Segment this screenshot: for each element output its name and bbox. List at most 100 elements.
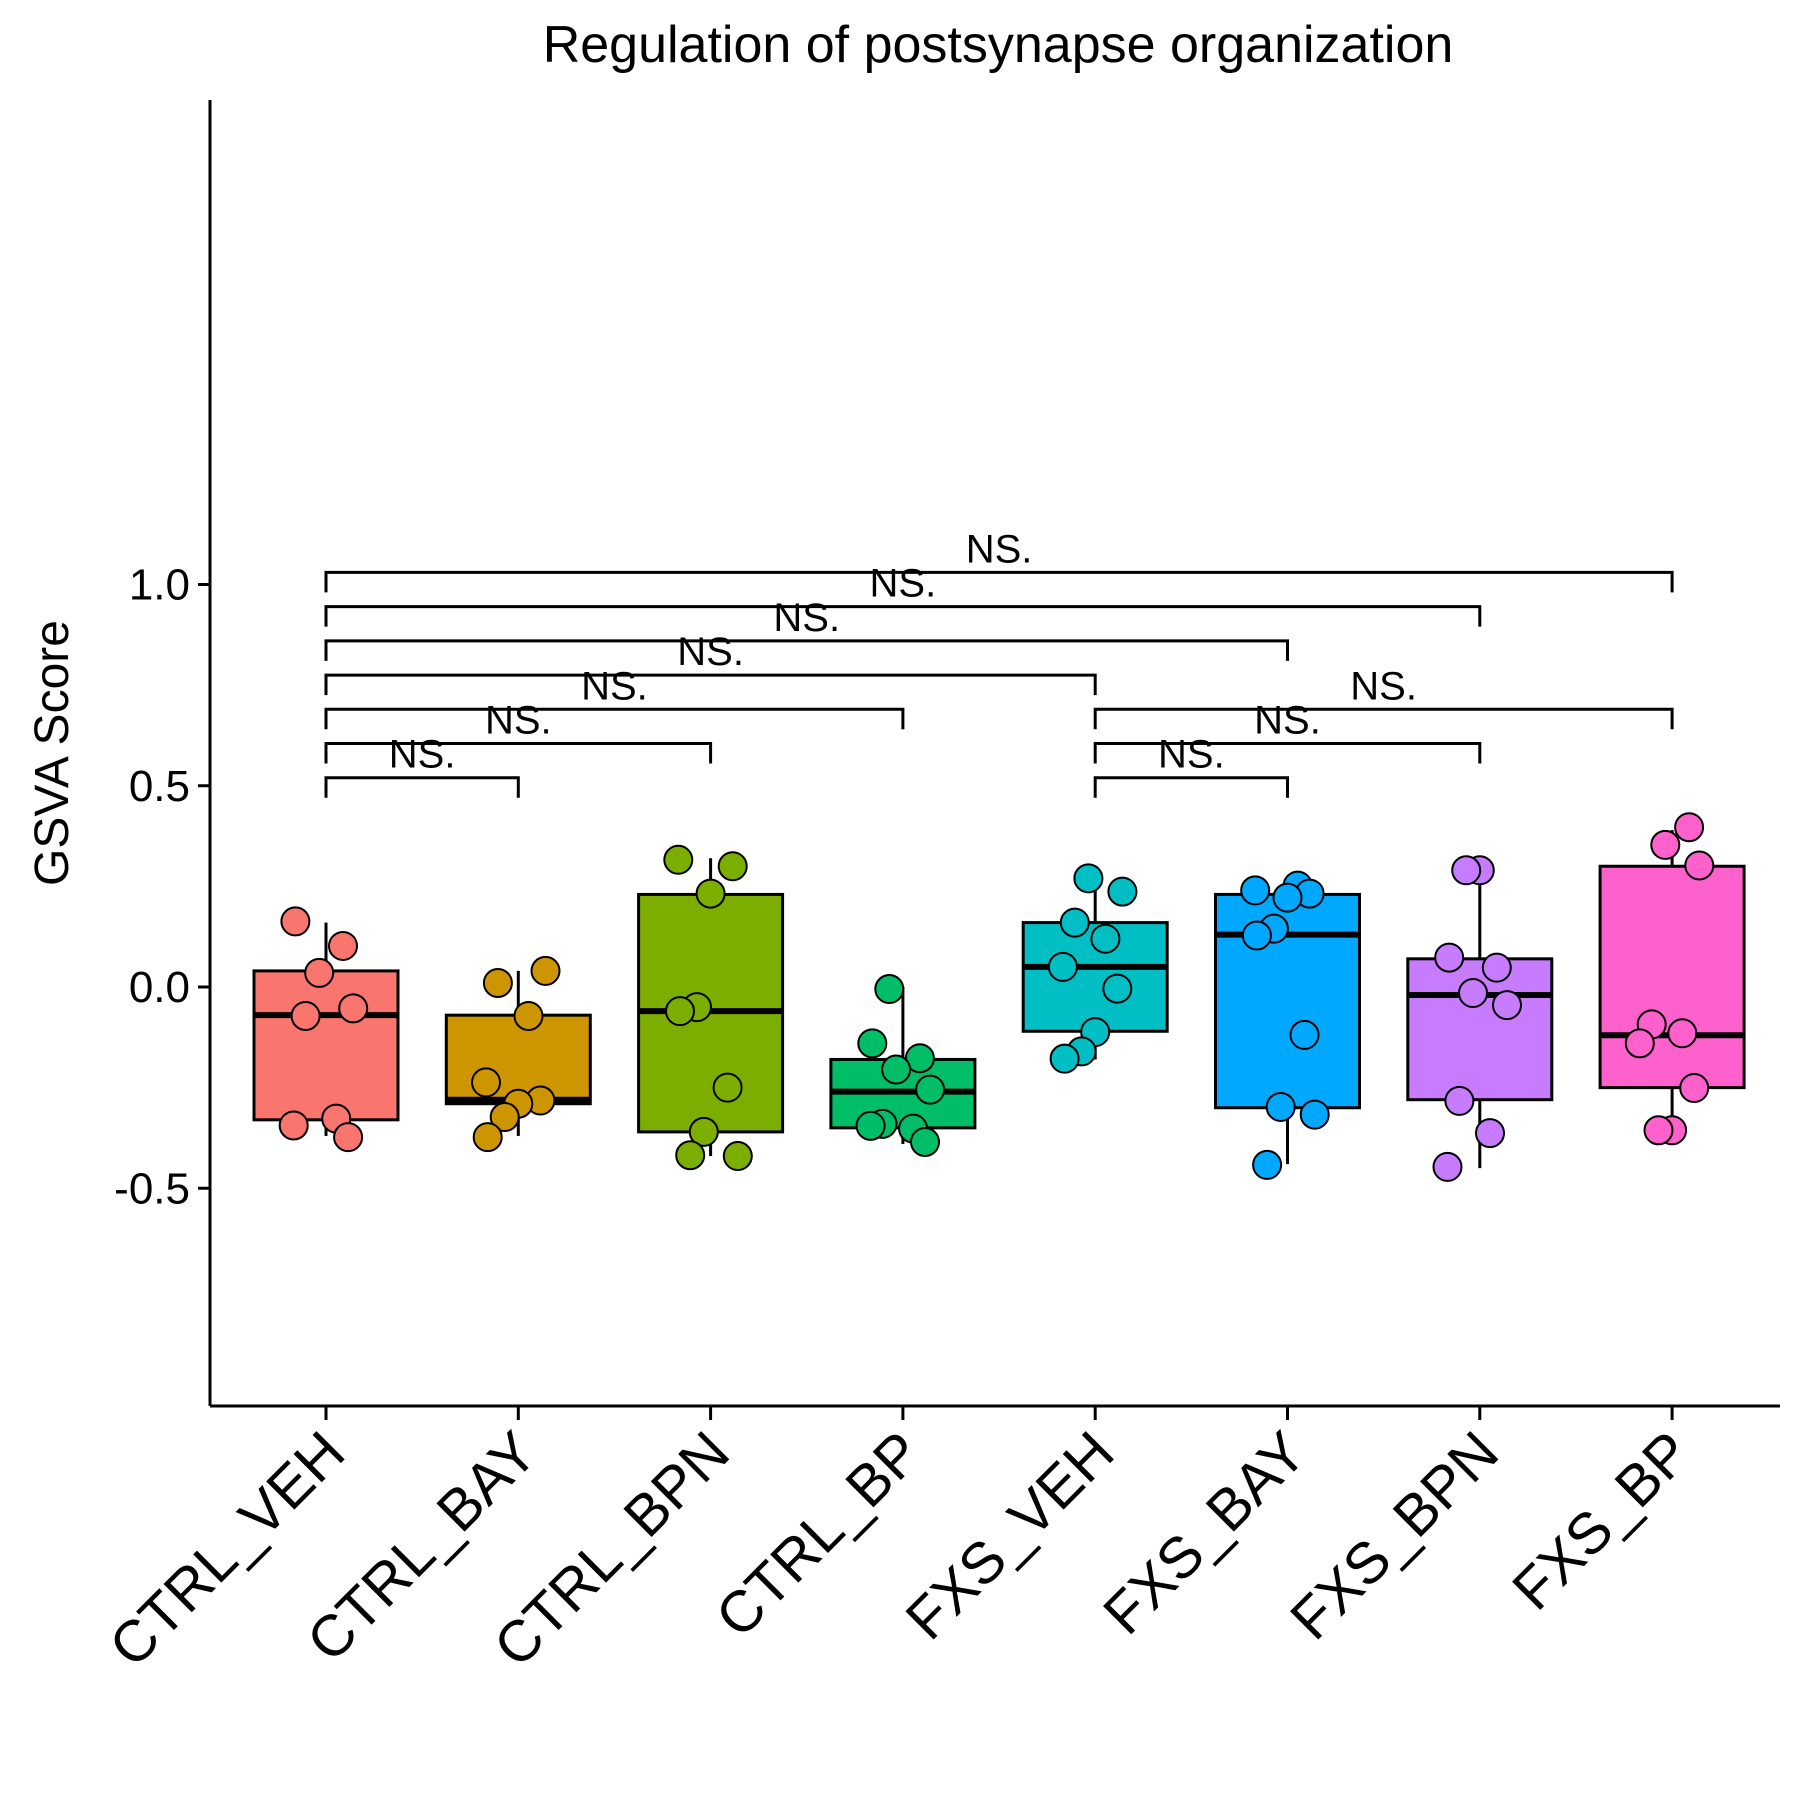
data-point-CTRL_BAY bbox=[513, 1000, 544, 1031]
data-point-FXS_BPN bbox=[1434, 942, 1465, 973]
data-point-CTRL_BP bbox=[910, 1126, 940, 1157]
data-point-FXS_BP bbox=[1674, 812, 1705, 843]
bracket-line bbox=[324, 741, 713, 764]
data-point-FXS_BPN bbox=[1451, 855, 1482, 886]
comparison-bracket: NS. bbox=[324, 596, 1289, 661]
data-point-CTRL_BPN bbox=[712, 1072, 743, 1103]
data-point-CTRL_BP bbox=[915, 1074, 946, 1105]
significance-brackets: NS. NS. NS. NS. NS. NS. NS. NS. NS. NS. bbox=[324, 527, 1674, 798]
bracket-line bbox=[1093, 707, 1674, 730]
significance-label: NS. bbox=[1254, 698, 1321, 742]
data-point-FXS_BPN bbox=[1481, 952, 1512, 983]
box-FXS_BP bbox=[1598, 830, 1746, 1132]
significance-label: NS. bbox=[677, 630, 744, 674]
comparison-bracket: NS. bbox=[1093, 664, 1674, 730]
data-point-FXS_VEH bbox=[1059, 907, 1090, 938]
y-axis-label: GSVA Score bbox=[26, 620, 79, 886]
data-point-FXS_BAY bbox=[1252, 1149, 1283, 1180]
data-point-CTRL_BP bbox=[855, 1110, 886, 1141]
data-point-FXS_BPN bbox=[1432, 1151, 1463, 1182]
data-point-FXS_BP bbox=[1667, 1018, 1698, 1049]
bracket-line bbox=[1093, 741, 1482, 764]
data-point-FXS_BPN bbox=[1475, 1118, 1505, 1149]
data-point-FXS_BAY bbox=[1240, 875, 1271, 906]
data-point-CTRL_VEH bbox=[304, 957, 335, 988]
y-tick-label: 0.0 bbox=[129, 963, 190, 1012]
data-point-FXS_VEH bbox=[1090, 923, 1121, 954]
y-tick-label: 1.0 bbox=[129, 561, 190, 610]
bracket-line bbox=[324, 639, 1289, 661]
axes: -0.50.00.51.0CTRL_VEHCTRL_BAYCTRL_BPNCTR… bbox=[97, 100, 1780, 1679]
comparison-bracket: NS. bbox=[324, 698, 713, 764]
data-point-CTRL_VEH bbox=[290, 1000, 321, 1031]
comparison-bracket: NS. bbox=[324, 630, 1097, 696]
data-point-FXS_BP bbox=[1679, 1073, 1710, 1104]
data-point-CTRL_VEH bbox=[338, 993, 369, 1024]
comparison-bracket: NS. bbox=[324, 733, 520, 798]
box-CTRL_VEH bbox=[252, 922, 400, 1136]
data-point-FXS_BAY bbox=[1299, 1099, 1330, 1130]
data-point-FXS_VEH bbox=[1047, 951, 1078, 982]
x-tick-label: FXS_BP bbox=[1500, 1419, 1703, 1622]
comparison-bracket: NS. bbox=[1093, 733, 1289, 798]
box-rect bbox=[1598, 864, 1746, 1090]
data-point-CTRL_BAY bbox=[471, 1067, 501, 1098]
significance-label: NS. bbox=[1350, 664, 1417, 708]
comparison-bracket: NS. bbox=[1093, 698, 1482, 764]
data-point-CTRL_BP bbox=[857, 1028, 888, 1059]
data-point-CTRL_BPN bbox=[717, 851, 748, 882]
data-point-CTRL_BAY bbox=[489, 1102, 520, 1133]
data-point-FXS_BAY bbox=[1265, 1091, 1296, 1122]
data-point-FXS_BPN bbox=[1444, 1085, 1475, 1116]
data-point-CTRL_BPN bbox=[663, 844, 694, 875]
bracket-line bbox=[324, 570, 1674, 593]
significance-label: NS. bbox=[870, 562, 937, 606]
bracket-line bbox=[324, 707, 905, 730]
data-point-FXS_BP bbox=[1650, 829, 1681, 860]
significance-label: NS. bbox=[773, 596, 840, 640]
y-tick-label: 0.5 bbox=[129, 762, 190, 811]
x-tick-label: FXS_BPN bbox=[1278, 1419, 1511, 1652]
y-tick-label: -0.5 bbox=[114, 1164, 190, 1213]
data-point-FXS_BP bbox=[1643, 1115, 1674, 1146]
data-point-CTRL_BPN bbox=[688, 1116, 719, 1147]
data-point-FXS_BP bbox=[1684, 850, 1715, 881]
comparison-bracket: NS. bbox=[324, 527, 1674, 593]
bracket-line bbox=[324, 776, 520, 798]
box-rect bbox=[252, 969, 400, 1122]
bracket-line bbox=[324, 673, 1097, 696]
data-point-CTRL_VEH bbox=[333, 1122, 364, 1153]
data-point-FXS_BAY bbox=[1289, 1019, 1320, 1050]
data-point-CTRL_BAY bbox=[472, 1122, 503, 1153]
data-point-FXS_VEH bbox=[1073, 863, 1104, 894]
x-tick-label: FXS_VEH bbox=[894, 1419, 1127, 1652]
data-point-CTRL_BPN bbox=[722, 1141, 753, 1172]
data-point-FXS_BAY bbox=[1241, 920, 1272, 951]
data-point-FXS_VEH bbox=[1107, 876, 1138, 907]
data-point-CTRL_BPN bbox=[665, 996, 695, 1027]
data-point-FXS_VEH bbox=[1049, 1043, 1080, 1074]
bracket-line bbox=[1093, 776, 1289, 798]
x-tick-label: CTRL_BP bbox=[704, 1419, 935, 1650]
comparison-bracket: NS. bbox=[324, 562, 1482, 627]
data-point-CTRL_BAY bbox=[482, 967, 513, 998]
data-point-FXS_BAY bbox=[1272, 882, 1303, 913]
significance-label: NS. bbox=[485, 698, 552, 742]
data-point-CTRL_BPN bbox=[675, 1140, 706, 1171]
data-point-CTRL_BP bbox=[881, 1054, 912, 1085]
significance-label: NS. bbox=[966, 527, 1033, 571]
data-point-FXS_BP bbox=[1624, 1028, 1655, 1059]
data-point-CTRL_VEH bbox=[278, 1110, 309, 1141]
significance-label: NS. bbox=[1158, 733, 1225, 777]
chart-title: Regulation of postsynapse organization bbox=[543, 16, 1454, 74]
comparison-bracket: NS. bbox=[324, 664, 905, 730]
bracket-line bbox=[324, 605, 1482, 627]
data-point-FXS_BPN bbox=[1492, 990, 1522, 1021]
data-points bbox=[278, 812, 1715, 1182]
data-point-CTRL_BP bbox=[874, 974, 905, 1005]
data-point-FXS_VEH bbox=[1102, 973, 1133, 1004]
data-point-CTRL_BAY bbox=[530, 955, 561, 986]
data-point-CTRL_BPN bbox=[695, 878, 726, 909]
data-point-FXS_BPN bbox=[1458, 978, 1488, 1009]
